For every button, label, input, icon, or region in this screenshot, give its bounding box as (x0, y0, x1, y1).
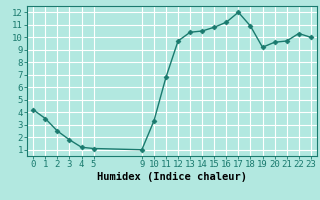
X-axis label: Humidex (Indice chaleur): Humidex (Indice chaleur) (97, 172, 247, 182)
